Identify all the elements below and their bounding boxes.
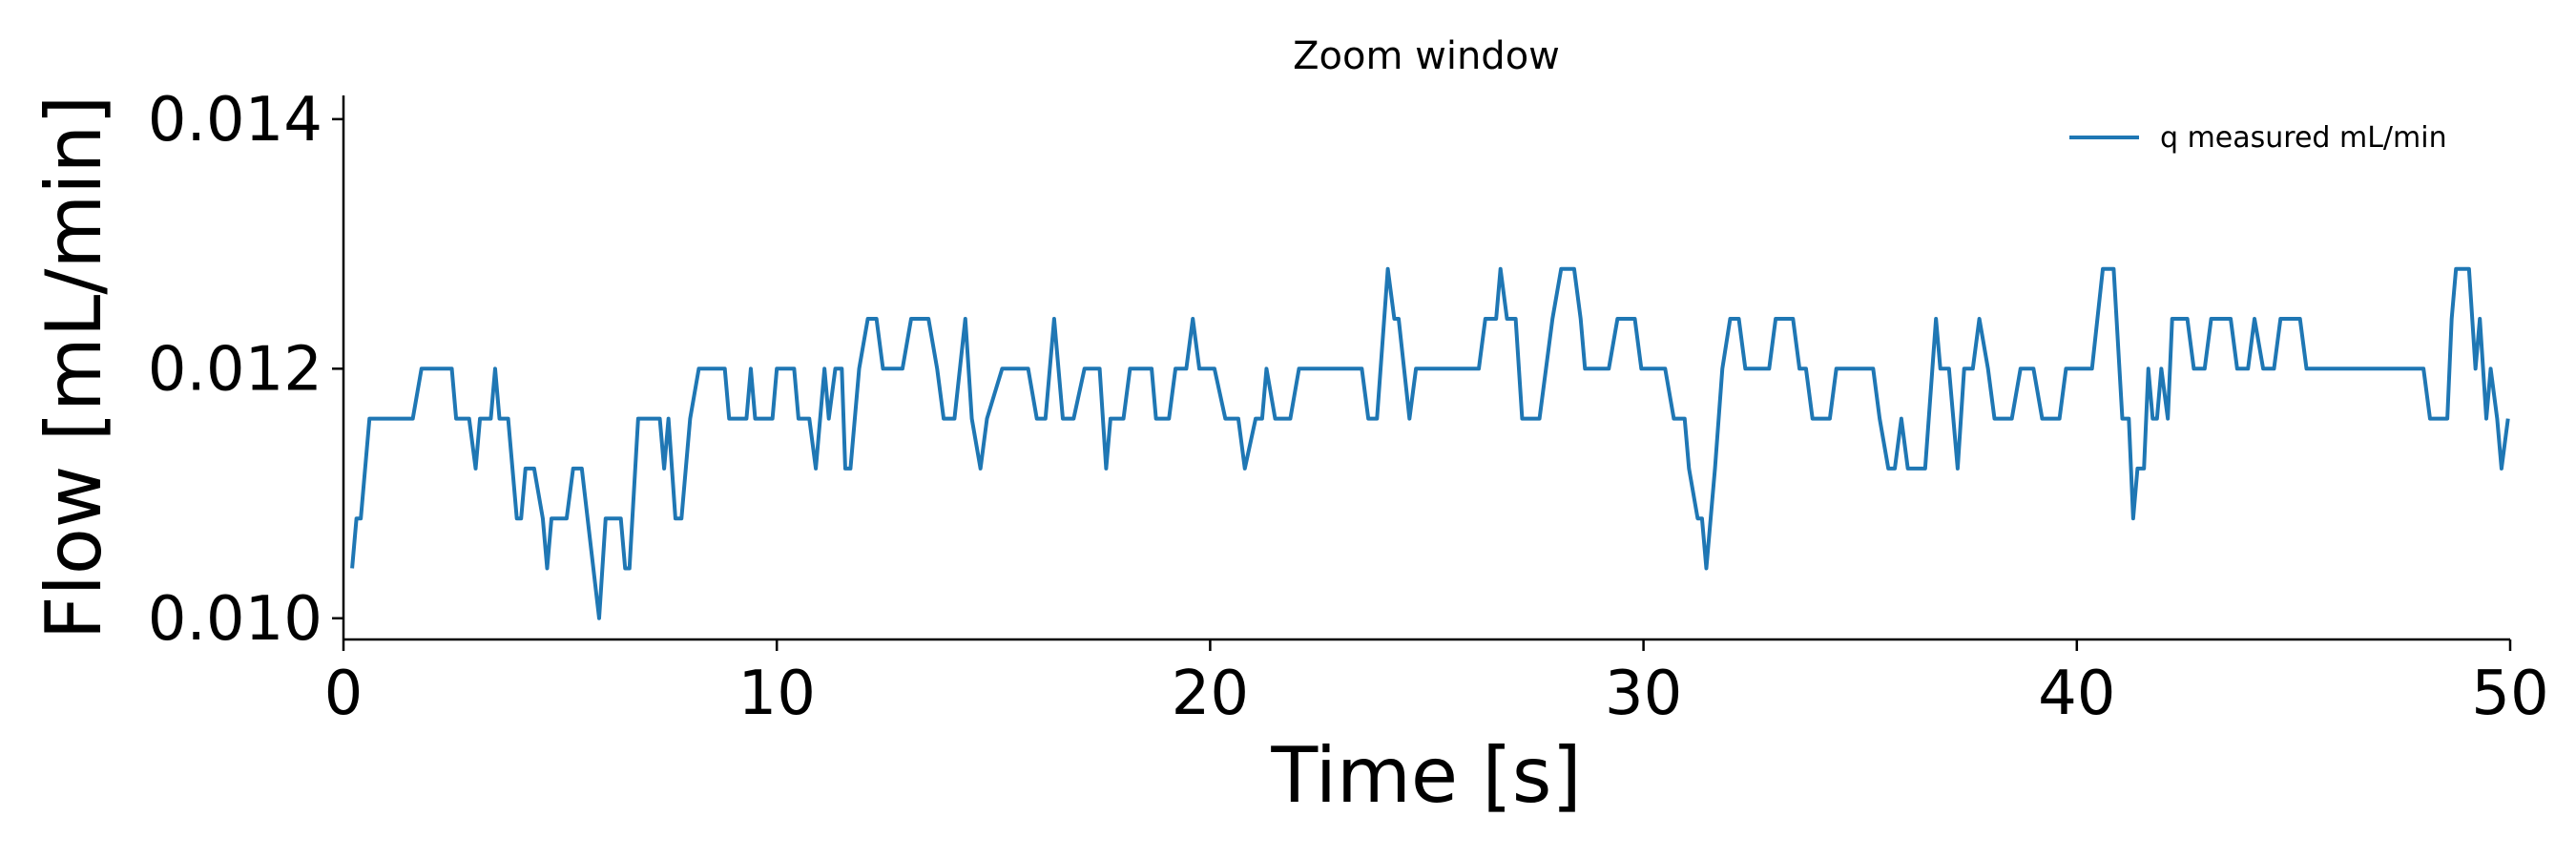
y-tick-label: 0.012 <box>148 334 322 405</box>
legend-label: q measured mL/min <box>2160 121 2447 155</box>
data-line <box>350 266 2510 620</box>
chart-title: Zoom window <box>1293 34 1560 78</box>
x-tick-label: 10 <box>737 659 815 729</box>
x-tick-label: 40 <box>2038 659 2115 729</box>
y-tick-label: 0.010 <box>148 584 322 655</box>
x-tick-label: 50 <box>2471 659 2548 729</box>
x-axis-label: Time [s] <box>1270 731 1581 820</box>
x-tick-label: 0 <box>324 659 364 729</box>
y-tick-label: 0.014 <box>148 85 322 156</box>
x-tick-label: 20 <box>1172 659 1249 729</box>
y-axis-label: Flow [mL/min] <box>30 95 118 640</box>
x-tick-label: 30 <box>1605 659 1682 729</box>
